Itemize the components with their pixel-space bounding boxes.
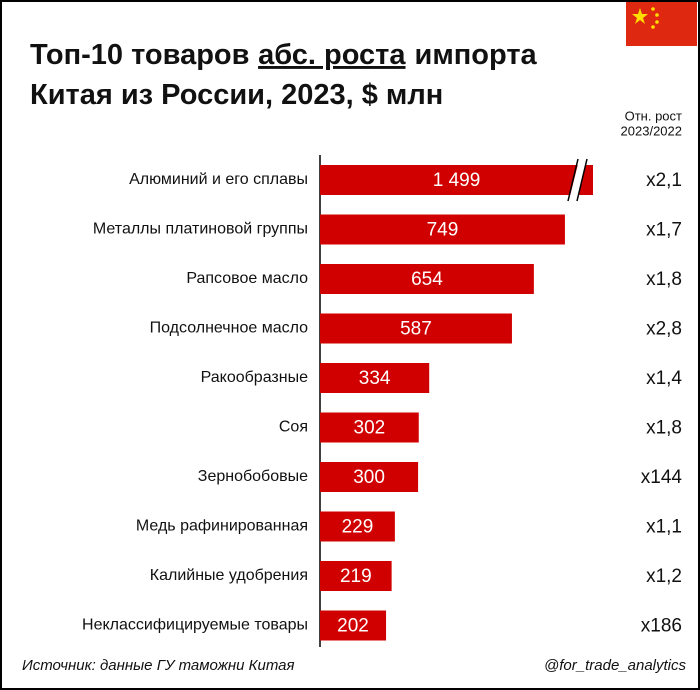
growth-label: x1,7 xyxy=(646,220,682,241)
value-label: 749 xyxy=(427,220,459,241)
value-label: 302 xyxy=(354,418,386,439)
value-label: 300 xyxy=(353,467,385,488)
growth-label: x2,8 xyxy=(646,319,682,340)
credit: @for_trade_analytics xyxy=(544,657,686,674)
growth-label: x1,8 xyxy=(646,269,682,290)
axis-break-gap xyxy=(569,160,587,200)
bar xyxy=(320,511,395,542)
axis-break-mark xyxy=(576,158,588,202)
growth-label: x1,4 xyxy=(646,368,682,389)
value-label: 202 xyxy=(337,616,369,637)
bar xyxy=(320,214,565,245)
bar xyxy=(320,412,419,443)
value-label: 1 499 xyxy=(433,170,481,191)
category-label: Рапсовое масло xyxy=(186,270,308,287)
category-label: Зернобобовые xyxy=(198,468,308,485)
bar xyxy=(320,313,512,344)
growth-header: Отн. рост xyxy=(625,108,682,123)
axis-break-mark xyxy=(567,158,579,202)
category-label: Алюминий и его сплавы xyxy=(129,171,308,188)
value-label: 654 xyxy=(411,269,443,290)
flag xyxy=(626,2,697,46)
value-label: 229 xyxy=(342,517,374,538)
title-segment: абс. роста xyxy=(258,39,406,71)
bar xyxy=(320,264,534,294)
source: Источник: данные ГУ таможни Китая xyxy=(22,657,295,674)
growth-header: 2023/2022 xyxy=(621,123,682,138)
category-label: Подсолнечное масло xyxy=(150,320,308,337)
category-label: Соя xyxy=(279,419,308,436)
growth-label: x1,8 xyxy=(646,418,682,439)
category-label: Металлы платиновой группы xyxy=(93,221,308,238)
value-label: 334 xyxy=(359,368,391,389)
category-label: Ракообразные xyxy=(201,369,308,386)
value-label: 587 xyxy=(400,319,432,340)
title-line: Китая из России, 2023, $ млн xyxy=(30,79,443,111)
title-segment: Топ-10 товаров xyxy=(30,39,249,71)
title-segment: импорта xyxy=(415,39,538,71)
title-segment: Китая из России, 2023, $ млн xyxy=(30,79,443,111)
category-label: Неклассифицируемые товары xyxy=(82,617,308,634)
bar xyxy=(320,363,430,393)
bar xyxy=(320,165,593,195)
bar xyxy=(320,610,387,641)
bar xyxy=(320,561,392,591)
title-line: Топ-10 товаров абс. роста импорта xyxy=(30,39,538,71)
growth-label: x144 xyxy=(641,467,683,488)
bar xyxy=(320,462,419,492)
growth-label: x1,2 xyxy=(646,566,682,587)
growth-label: x2,1 xyxy=(646,170,682,191)
value-label: 219 xyxy=(340,566,372,587)
growth-label: x186 xyxy=(641,616,682,637)
category-label: Медь рафинированная xyxy=(136,518,308,535)
growth-label: x1,1 xyxy=(646,517,682,538)
category-label: Калийные удобрения xyxy=(150,567,308,584)
